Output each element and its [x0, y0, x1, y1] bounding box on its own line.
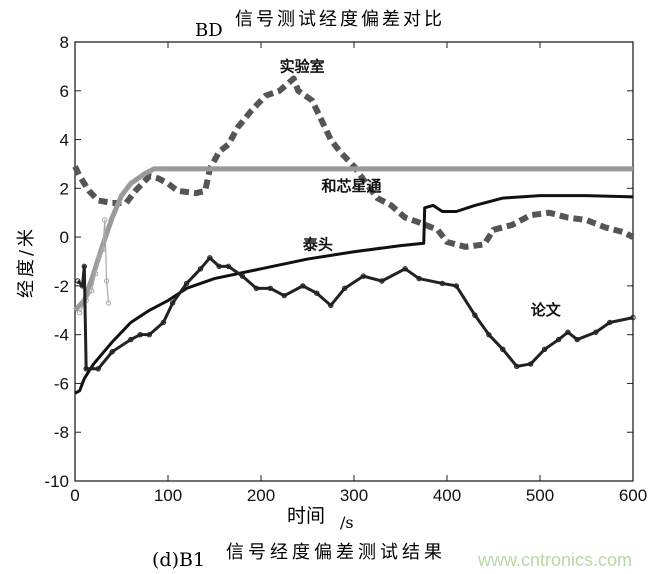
series-point-4	[225, 263, 232, 270]
series-point-4	[630, 314, 636, 321]
series-point-4	[183, 280, 190, 287]
series-point-4	[574, 336, 580, 343]
series-annotation: 和芯星通	[321, 177, 381, 195]
y-tick-label: -2	[54, 277, 69, 296]
series-point-2	[89, 288, 95, 294]
series-annotation: 实验室	[280, 57, 325, 75]
series-point-4	[95, 366, 101, 372]
series-point-4	[79, 283, 86, 289]
y-tick-label: 6	[60, 82, 69, 101]
series-point-4	[253, 285, 260, 292]
series-point-4	[528, 361, 534, 367]
series-point-4	[83, 366, 89, 372]
series-point-4	[514, 363, 520, 370]
series-point-4	[500, 346, 506, 352]
series-point-4	[128, 336, 134, 343]
chart-title-prefix: BD	[195, 20, 223, 41]
series-point-4	[300, 283, 306, 289]
series-point-4	[137, 331, 143, 338]
series-annotation: 论文	[531, 301, 562, 319]
series-point-4	[565, 329, 571, 335]
series-annotation: 泰头	[302, 235, 333, 253]
series-point-4	[146, 331, 153, 338]
series-line-4	[76, 256, 634, 371]
series-point-4	[207, 255, 213, 261]
series-point-4	[328, 302, 334, 309]
series-line-2	[79, 219, 110, 313]
series-point-4	[593, 329, 599, 335]
series-point-4	[555, 336, 562, 343]
series-point-4	[109, 349, 115, 355]
watermark: www.cntronics.com	[477, 550, 632, 570]
series-point-4	[486, 331, 492, 338]
x-tick-label: 0	[70, 486, 79, 505]
series-line-1	[73, 166, 633, 313]
caption: 信号经度偏差测试结果	[226, 542, 446, 563]
series-point-4	[75, 278, 81, 284]
x-tick-label: 300	[340, 486, 368, 505]
series-point-2	[105, 300, 112, 306]
series-point-2	[103, 278, 110, 284]
plot-frame	[74, 41, 634, 482]
y-tick-label: 2	[60, 179, 69, 198]
y-tick-label: -8	[54, 423, 69, 442]
series-point-2	[100, 246, 106, 253]
y-tick-label: -6	[54, 374, 69, 393]
series-point-2	[92, 270, 99, 277]
series-point-4	[472, 312, 478, 318]
y-tick-label: -4	[54, 326, 69, 345]
series-point-4	[453, 283, 459, 289]
x-axis-unit: /s	[340, 513, 354, 532]
series-point-2	[96, 253, 102, 260]
y-tick-label: 0	[60, 228, 69, 247]
series-point-4	[160, 319, 167, 326]
y-axis-label: 经度/米	[16, 226, 37, 298]
y-tick-label: 4	[60, 131, 69, 150]
series-point-4	[169, 300, 176, 306]
x-tick-label: 500	[526, 486, 554, 505]
series-point-4	[216, 263, 222, 270]
caption-prefix: (d)B1	[152, 549, 205, 571]
y-tick-label: -10	[44, 472, 69, 491]
series-point-4	[379, 278, 385, 284]
series-line-0	[72, 75, 635, 250]
x-tick-label: 200	[247, 486, 275, 505]
series-point-4	[416, 275, 422, 282]
x-tick-label: 100	[154, 486, 182, 505]
series-point-4	[607, 319, 613, 326]
series-point-4	[81, 263, 88, 270]
series-point-4	[267, 285, 273, 292]
series-point-4	[360, 273, 366, 279]
series-point-4	[402, 266, 408, 272]
series-point-4	[541, 346, 548, 352]
series-point-4	[314, 290, 320, 296]
series-point-4	[239, 273, 246, 279]
chart-title: 信号测试经度偏差对比	[235, 9, 445, 30]
x-tick-label: 400	[433, 486, 461, 505]
series-point-2	[76, 310, 83, 316]
series-point-4	[281, 292, 287, 299]
series-point-4	[342, 285, 348, 292]
x-tick-label: 600	[619, 486, 647, 505]
series-point-4	[439, 280, 446, 287]
y-tick-label: 8	[60, 33, 69, 52]
series-line-3	[74, 194, 634, 395]
series-point-2	[102, 217, 108, 223]
x-axis-label: 时间	[287, 505, 325, 527]
series-point-4	[197, 266, 204, 272]
